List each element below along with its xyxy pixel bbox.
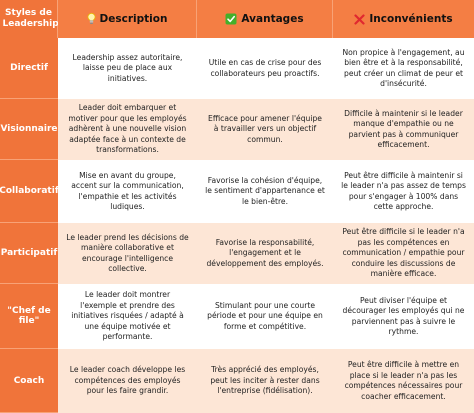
avantages-cell: Stimulant pour une courte période et pou… xyxy=(197,284,333,349)
cross-mark-icon xyxy=(354,13,365,25)
avantages-cell: Favorise la responsabilité, l'engagement… xyxy=(197,223,333,284)
description-header-label: Description xyxy=(99,13,168,25)
description-header: Description xyxy=(58,0,197,38)
description-cell: Le leader coach développe les compétence… xyxy=(58,349,197,413)
inconvenients-cell: Difficile à maintenir si le leader manqu… xyxy=(333,99,474,160)
style-label: Collaboratif xyxy=(0,160,59,223)
inconvenients-header-label: Inconvénients xyxy=(369,13,453,25)
avantages-header: Avantages xyxy=(197,0,333,38)
inconvenients-cell: Peut diviser l'équipe et décourager les … xyxy=(333,284,474,349)
style-label: Visionnaire xyxy=(0,99,58,160)
check-box-icon xyxy=(225,13,237,25)
inconvenients-cell: Peut être difficile à mettre en place si… xyxy=(333,349,474,413)
description-cell: Le leader doit montrer l'exemple et pren… xyxy=(58,284,197,349)
avantages-cell: Très apprécié des employés, peut les inc… xyxy=(197,349,333,413)
avantages-cell: Utile en cas de crise pour des collabora… xyxy=(197,38,333,99)
inconvenients-header: Inconvénients xyxy=(333,0,474,38)
lightbulb-icon xyxy=(87,13,96,25)
corner-header-label: Styles de Leadership xyxy=(2,8,59,29)
style-label: "Chef de file" xyxy=(0,284,58,349)
inconvenients-cell: Non propice à l'engagement, au bien être… xyxy=(333,38,474,99)
style-label: Coach xyxy=(0,349,58,413)
inconvenients-cell: Peut être difficile si le leader n'a pas… xyxy=(333,223,474,284)
corner-header: Styles de Leadership xyxy=(0,0,59,38)
inconvenients-cell: Peut être difficile à maintenir si le le… xyxy=(333,160,474,223)
style-label: Directif xyxy=(0,38,58,99)
description-cell: Mise en avant du groupe, accent sur la c… xyxy=(58,160,197,223)
description-cell: Leadership assez autoritaire, laisse peu… xyxy=(58,38,197,99)
description-cell: Leader doit embarquer et motiver pour qu… xyxy=(58,99,197,160)
description-cell: Le leader prend les décisions de manière… xyxy=(58,223,197,284)
avantages-header-label: Avantages xyxy=(241,13,304,25)
avantages-cell: Favorise la cohésion d'équipe, le sentim… xyxy=(197,160,333,223)
style-label: Participatif xyxy=(0,223,58,284)
avantages-cell: Efficace pour amener l'équipe à travaill… xyxy=(197,99,333,160)
